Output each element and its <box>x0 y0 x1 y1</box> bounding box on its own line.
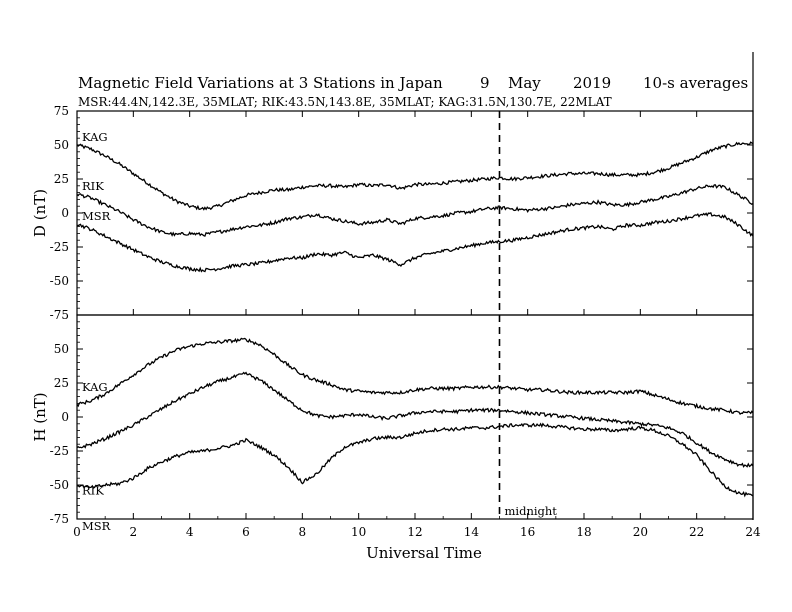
title-month: May <box>508 74 541 92</box>
series-label-msr: MSR <box>82 209 111 223</box>
x-tick-label: 16 <box>520 525 535 539</box>
series-line-rik <box>76 184 754 237</box>
series-line-msr <box>76 422 754 498</box>
series-line-kag <box>76 337 754 416</box>
x-tick-label: 24 <box>745 525 761 539</box>
title-main: Magnetic Field Variations at 3 Stations … <box>78 74 443 92</box>
y-tick-label: -25 <box>50 444 69 458</box>
y-tick-label: 25 <box>54 172 69 186</box>
x-axis-label: Universal Time <box>366 544 482 562</box>
x-tick-label: 6 <box>242 525 250 539</box>
title-year: 2019 <box>573 74 611 92</box>
series-line-rik <box>76 371 754 468</box>
series-label-kag: KAG <box>82 380 108 394</box>
y-tick-label: -50 <box>50 478 69 492</box>
y-tick-label: 25 <box>54 376 69 390</box>
series-label-rik: RIK <box>82 179 104 193</box>
y-tick-label: 0 <box>61 206 69 220</box>
midnight-label: midnight <box>505 504 558 518</box>
y-tick-label: 50 <box>54 342 69 356</box>
chart-subtitle: MSR:44.4N,142.3E, 35MLAT; RIK:43.5N,143.… <box>78 95 612 109</box>
y-tick-label: 0 <box>61 410 69 424</box>
y-axis-label: D (nT) <box>31 189 49 237</box>
y-tick-label: -50 <box>50 274 69 288</box>
y-tick-label: -75 <box>50 512 69 526</box>
x-tick-label: 12 <box>407 525 422 539</box>
plot-area: 75 50 25 0 -25 -50 -75 D (nT) KAG RIK MSR 50 25 0 -25 -… <box>31 104 761 539</box>
series-label-msr: MSR <box>82 519 111 533</box>
x-tick-label: 10 <box>351 525 366 539</box>
x-tick-label: 2 <box>130 525 138 539</box>
x-tick-label: 0 <box>73 525 81 539</box>
y-tick-label: -25 <box>50 240 69 254</box>
chart-title: Magnetic Field Variations at 3 Stations … <box>78 74 748 92</box>
series-line-kag <box>76 141 754 211</box>
title-resolution: 10-s averages <box>643 74 748 92</box>
x-tick-label: 8 <box>299 525 307 539</box>
y-axis-label: H (nT) <box>31 392 49 441</box>
x-tick-label: 14 <box>464 525 480 539</box>
series-line-msr <box>76 212 754 273</box>
panel-frame <box>76 314 754 520</box>
series-label-rik: RIK <box>82 483 104 497</box>
x-tick-label: 4 <box>186 525 194 539</box>
series-label-kag: KAG <box>82 130 108 144</box>
y-tick-label: 50 <box>54 138 69 152</box>
x-tick-label: 22 <box>689 525 704 539</box>
x-tick-label: 20 <box>633 525 648 539</box>
y-tick-label: 75 <box>54 104 69 118</box>
x-tick-label: 18 <box>576 525 591 539</box>
title-day: 9 <box>480 74 490 92</box>
panel-frame <box>76 110 754 316</box>
y-tick-label: -75 <box>50 308 69 322</box>
